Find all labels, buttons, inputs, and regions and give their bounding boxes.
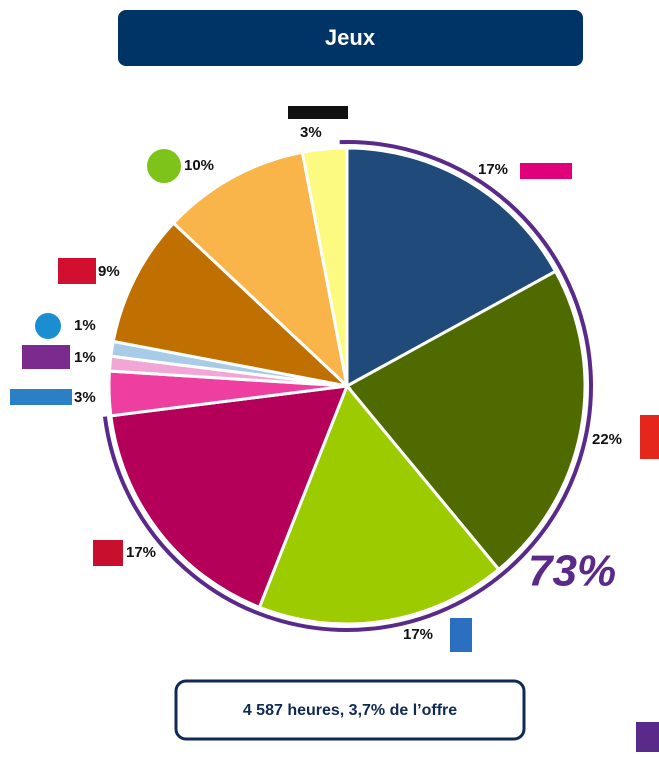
title-box	[118, 10, 583, 66]
logo	[22, 345, 70, 369]
data-label: 17%	[126, 544, 156, 561]
logo	[93, 540, 123, 566]
bracket-arc	[102, 140, 593, 632]
logo	[147, 149, 181, 183]
logo	[35, 313, 61, 339]
pie-slice	[171, 150, 350, 391]
data-label: 3%	[300, 124, 322, 141]
logo	[58, 258, 96, 284]
data-label: 1%	[74, 349, 96, 366]
chart-title: Jeux	[325, 25, 376, 50]
footer: 4 587 heures, 3,7% de l’offre	[243, 702, 457, 719]
data-label: 10%	[184, 157, 214, 174]
logo	[450, 618, 472, 652]
pie-slice	[344, 269, 587, 572]
logo	[636, 722, 659, 752]
data-label: 17%	[403, 626, 433, 643]
data-label: 3%	[74, 389, 96, 406]
pie-slice	[345, 146, 558, 389]
pie-slice	[111, 220, 352, 389]
data-label: 1%	[74, 317, 96, 334]
data-label: 22%	[592, 431, 622, 448]
pie-slice	[109, 384, 350, 610]
footer-box	[174, 679, 526, 741]
data-label: 9%	[98, 263, 120, 280]
annotation: 73%	[528, 547, 616, 596]
logo	[10, 389, 72, 405]
pie-slice	[300, 146, 349, 387]
logo	[520, 163, 572, 179]
pie-slice	[257, 383, 501, 626]
data-label: 17%	[478, 161, 508, 178]
logo	[640, 415, 659, 459]
logo	[288, 106, 348, 119]
